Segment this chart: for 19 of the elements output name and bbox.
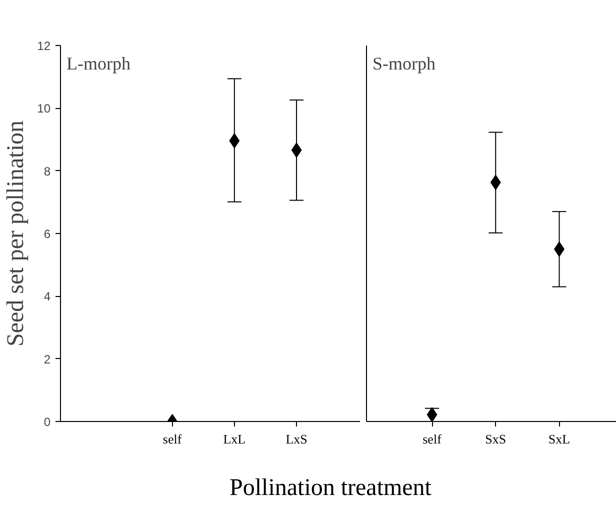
y-tick-label: 2	[44, 352, 51, 366]
x-tick-label: LxL	[223, 432, 246, 446]
y-tick-label: 12	[37, 39, 51, 53]
x-tick-label: SxS	[485, 432, 506, 446]
y-tick-label: 8	[44, 164, 51, 178]
chart-title: S-morph	[372, 54, 436, 74]
point	[229, 133, 240, 148]
y-tick-label: 0	[44, 415, 51, 429]
x-tick-label: self	[162, 432, 182, 446]
y-axis-title: Seed set per pollination	[3, 120, 30, 346]
x-tick-label: SxL	[548, 432, 570, 446]
chart-title: L-morph	[66, 54, 130, 74]
x-tick-label: LxS	[286, 432, 308, 446]
x-tick-label: self	[422, 432, 442, 446]
y-tick-label: 6	[44, 227, 51, 241]
x-axis-title: Pollination treatment	[230, 474, 432, 503]
y-tick-label: 4	[44, 290, 51, 304]
point	[291, 142, 302, 158]
y-tick-label: 10	[37, 102, 51, 116]
